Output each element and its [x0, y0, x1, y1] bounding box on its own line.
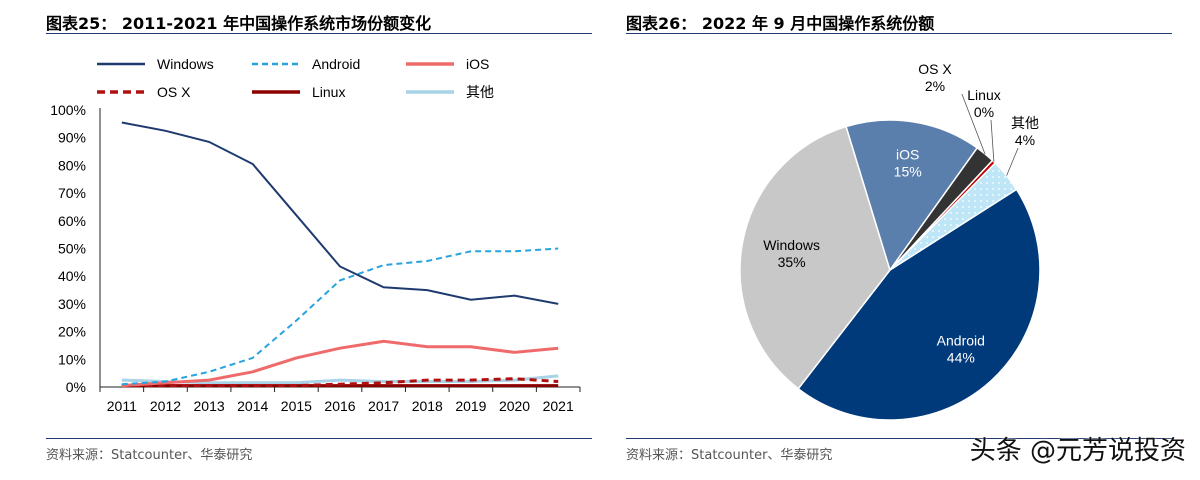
pie-slice-Windows	[739, 125, 891, 390]
y-tick-label: 80%	[58, 157, 86, 173]
pie-slice-iOS	[845, 119, 979, 272]
legend-label: 其他	[466, 84, 494, 100]
pie-chart-panel: 图表26： 2022 年 9 月中国操作系统份额 Android 44% Windo…	[600, 0, 1200, 480]
pie-chart-title: 图表26： 2022 年 9 月中国操作系统份额	[626, 14, 935, 33]
pie-label-name: OS X	[918, 61, 952, 77]
pie-leader-line	[990, 119, 995, 162]
legend-label: Linux	[312, 84, 345, 100]
legend-label: Android	[312, 56, 360, 72]
x-tick-label: 2020	[499, 398, 530, 414]
series-line-Android	[121, 247, 559, 386]
y-tick-label: 60%	[58, 213, 86, 229]
y-tick-label: 90%	[58, 130, 86, 146]
series-line-iOS	[121, 339, 559, 388]
pie-label-pct: 35%	[778, 254, 806, 270]
pie-leader-line	[961, 93, 986, 155]
pie-label-pct: 4%	[1015, 132, 1035, 148]
pie-label-name: 其他	[1011, 115, 1039, 131]
pie-label-pct: 2%	[925, 78, 945, 94]
line-chart-title: 图表25： 2011-2021 年中国操作系统市场份额变化	[46, 14, 432, 33]
title-rule	[626, 33, 1172, 34]
series-line-OS X	[121, 377, 559, 388]
y-tick-label: 70%	[58, 185, 86, 201]
legend-label: iOS	[466, 56, 489, 72]
pie-label-pct: 15%	[894, 163, 922, 179]
line-chart-source: 资料来源：Statcounter、华泰研究	[46, 448, 253, 463]
watermark-text: 头条 @元芳说投资	[969, 436, 1186, 466]
x-tick-label: 2019	[455, 398, 486, 414]
pie-label-name: iOS	[896, 146, 919, 162]
x-tick-label: 2014	[237, 398, 268, 414]
pie-leader-line	[1006, 147, 1019, 176]
legend-label: Windows	[157, 56, 214, 72]
pie-label-pct: 44%	[947, 350, 975, 366]
line-chart-panel: 图表25： 2011-2021 年中国操作系统市场份额变化 0% 10% 20% 30…	[46, 14, 592, 463]
y-tick-label: 50%	[58, 241, 86, 257]
x-tick-label: 2018	[412, 398, 443, 414]
pie-chart-source: 资料来源：Statcounter、华泰研究	[626, 448, 833, 463]
pie-slice-其他	[889, 162, 1018, 271]
title-rule	[46, 33, 592, 34]
source-rule	[626, 438, 1172, 439]
x-tick-label: 2011	[107, 398, 137, 414]
y-tick-label: 10%	[58, 351, 86, 367]
source-rule	[46, 438, 592, 439]
x-tick-label: 2015	[281, 398, 312, 414]
pie-label-name: Windows	[763, 237, 820, 253]
x-tick-label: 2021	[543, 398, 574, 414]
pie-label-name: Android	[937, 333, 985, 349]
y-tick-label: 0%	[66, 379, 86, 395]
x-tick-label: 2012	[150, 398, 181, 414]
series-line-Windows	[121, 121, 559, 305]
pie-label-name: Linux	[967, 87, 1000, 103]
y-tick-label: 40%	[58, 268, 86, 284]
y-tick-label: 30%	[58, 296, 86, 312]
line-chart-svg: 0% 10% 20% 30% 40% 50% 60% 70% 80% 90% 100% 2011 201…	[50, 56, 581, 414]
y-tick-label: 20%	[58, 324, 86, 340]
y-tick-label: 100%	[50, 102, 86, 118]
pie-label-pct: 0%	[974, 104, 994, 120]
legend-label: OS X	[157, 84, 191, 100]
x-tick-label: 2017	[368, 398, 399, 414]
x-tick-label: 2013	[194, 398, 225, 414]
pie-slice-Android	[797, 188, 1041, 421]
x-tick-label: 2016	[324, 398, 355, 414]
